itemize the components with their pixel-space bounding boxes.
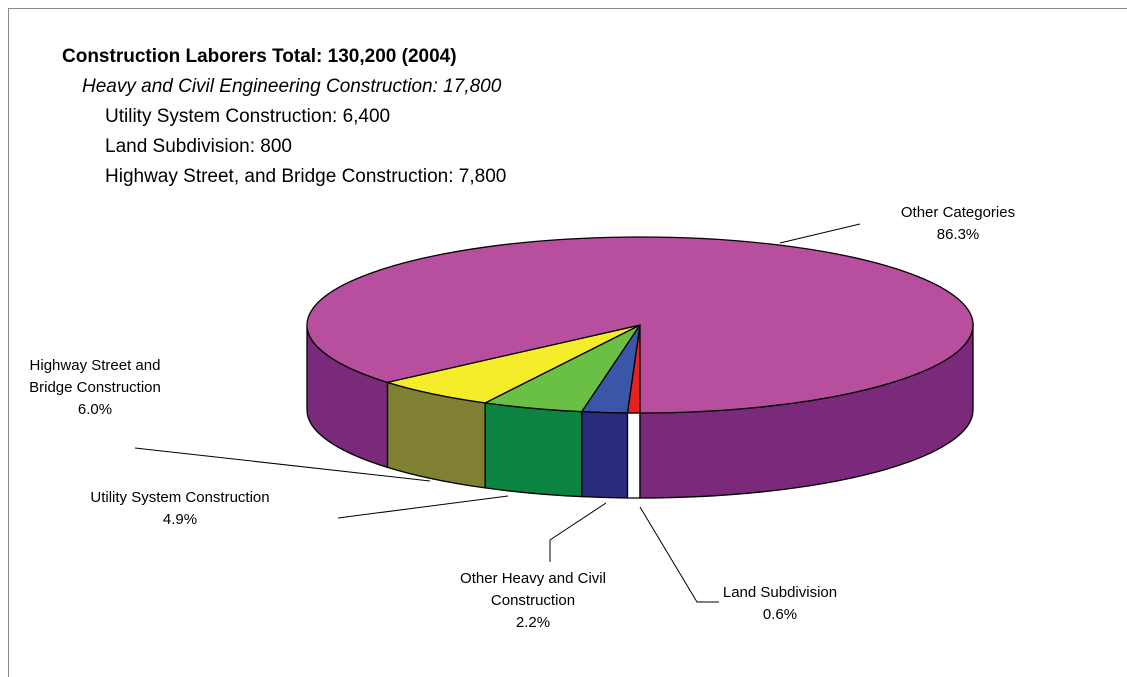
slice-side xyxy=(581,410,629,499)
chart-subtitle: Heavy and Civil Engineering Construction… xyxy=(82,76,502,97)
chart-title: Construction Laborers Total: 130,200 (20… xyxy=(62,46,457,67)
category-label: Other Categories xyxy=(900,204,1016,221)
slice-side xyxy=(626,412,641,499)
leader-line xyxy=(337,495,509,519)
value-label: 86.3% xyxy=(936,226,980,243)
data-label: Land Subdivision 0.6% xyxy=(723,582,837,626)
leader-line xyxy=(779,223,861,244)
data-label: Other Heavy and Civil Construction 2.2% xyxy=(448,568,618,634)
leader-line xyxy=(639,506,719,603)
value-label: 6.0% xyxy=(77,401,113,418)
slice-side xyxy=(484,402,583,498)
data-label: Highway Street and Bridge Construction 6.… xyxy=(15,355,175,421)
border xyxy=(8,8,1127,677)
value-label: 2.2% xyxy=(515,614,551,631)
category-label: Other Heavy and Civil Construction xyxy=(460,570,606,609)
slice xyxy=(384,324,641,404)
category-label: Utility System Construction xyxy=(90,489,270,506)
category-label: Land Subdivision xyxy=(722,584,838,601)
slice xyxy=(306,236,974,414)
data-label: Other Categories 86.3% xyxy=(901,202,1015,246)
annotation: Utility System Construction: 6,400 xyxy=(105,106,391,127)
leader-line xyxy=(549,502,607,562)
value-label: 0.6% xyxy=(762,606,798,623)
data-label: Utility System Construction 4.9% xyxy=(90,487,269,531)
category-label: Highway Street and Bridge Construction xyxy=(29,357,161,396)
value-label: 4.9% xyxy=(162,511,198,528)
leader-line xyxy=(134,447,431,482)
annotation: Highway Street, and Bridge Construction:… xyxy=(105,166,507,187)
annotation: Land Subdivision: 800 xyxy=(105,136,292,157)
